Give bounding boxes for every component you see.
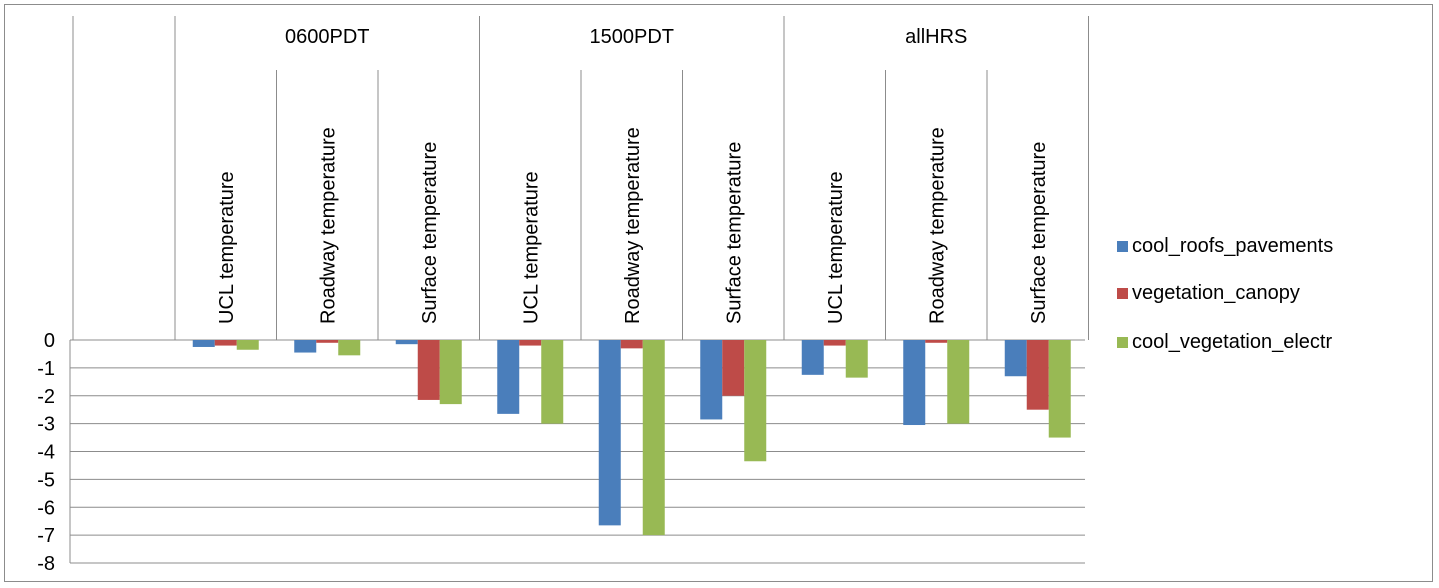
chart-frame xyxy=(4,4,1433,582)
bar xyxy=(823,340,846,346)
bars xyxy=(192,340,1071,536)
bar xyxy=(395,340,418,345)
bar xyxy=(541,340,564,424)
bar xyxy=(845,340,868,378)
y-tick-label: -7 xyxy=(37,525,55,547)
bar xyxy=(338,340,361,356)
y-tick-label: -1 xyxy=(37,358,55,380)
bar xyxy=(744,340,767,462)
bar xyxy=(316,340,339,343)
y-tick-labels: 0 -1 -2 -3 -4 -5 -6 -7 -8 xyxy=(37,330,55,575)
bar xyxy=(497,340,520,414)
bar xyxy=(620,340,643,349)
y-tick-label: -8 xyxy=(37,553,55,575)
bar xyxy=(700,340,723,420)
bar xyxy=(722,340,745,396)
y-tick-label: -4 xyxy=(37,442,55,464)
legend-swatch xyxy=(1117,288,1128,299)
category-label: Surface temperature xyxy=(419,142,441,324)
category-label: Surface temperature xyxy=(723,142,745,324)
y-tick-label: -6 xyxy=(37,497,55,519)
bar xyxy=(236,340,259,350)
bar xyxy=(214,340,237,346)
bar xyxy=(519,340,542,346)
bar xyxy=(925,340,948,343)
legend-swatch xyxy=(1117,241,1128,252)
y-tick-label: -2 xyxy=(37,386,55,408)
bar xyxy=(598,340,621,526)
legend: cool_roofs_pavements vegetation_canopycoo… xyxy=(1117,235,1333,353)
gridlines xyxy=(70,339,1085,564)
category-label: Roadway temperature xyxy=(926,127,948,324)
legend-label: cool_roofs_pavements xyxy=(1132,235,1333,257)
bar xyxy=(439,340,462,405)
category-label: Roadway temperature xyxy=(622,127,644,324)
category-axis: 0600PDT UCL temperature Roadway temperatur… xyxy=(69,16,1089,563)
bar xyxy=(294,340,317,353)
legend-swatch xyxy=(1117,337,1128,348)
group-label: allHRS xyxy=(905,26,967,48)
y-tick-label: -5 xyxy=(37,469,55,491)
y-tick-label: -3 xyxy=(37,414,55,436)
category-label: UCL temperature xyxy=(520,171,542,324)
category-label: UCL temperature xyxy=(216,171,238,324)
bar xyxy=(1004,340,1027,377)
bar xyxy=(903,340,926,426)
bar xyxy=(1026,340,1049,410)
category-label: Surface temperature xyxy=(1028,142,1050,324)
bar xyxy=(801,340,824,375)
bar xyxy=(417,340,440,400)
legend-label: vegetation_canopy xyxy=(1132,282,1300,304)
bar xyxy=(947,340,970,424)
category-label: Roadway temperature xyxy=(317,127,339,324)
legend-label: cool_vegetation_electr xyxy=(1132,331,1332,353)
group-label: 0600PDT xyxy=(285,26,370,48)
bar xyxy=(1048,340,1071,438)
bar xyxy=(192,340,215,347)
group-label: 1500PDT xyxy=(590,26,675,48)
category-label: UCL temperature xyxy=(825,171,847,324)
y-tick-label: 0 xyxy=(44,330,55,352)
bar xyxy=(642,340,665,536)
